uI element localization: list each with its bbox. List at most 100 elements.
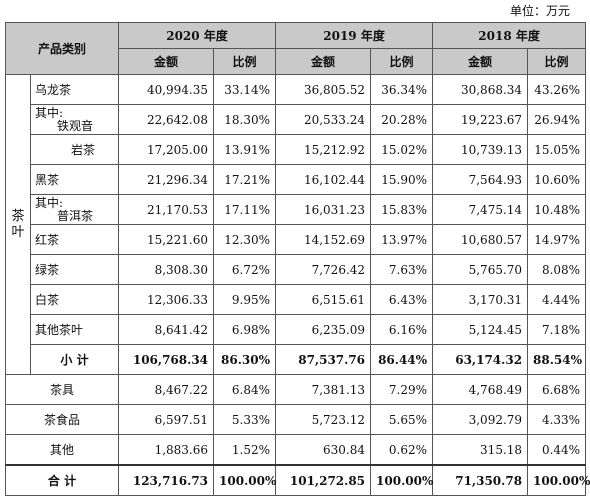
row-label: 茶食品 [4,404,120,435]
amount-cell: 5,723.12 [275,404,372,435]
ratio-cell: 4.44% [527,284,587,315]
amount-cell: 71,350.78 [432,464,529,496]
ratio-cell: 9.95% [213,284,277,315]
amount-cell: 123,716.73 [118,464,215,496]
header-ratio: 比例 [370,48,434,75]
ratio-cell: 6.43% [370,284,434,315]
ratio-cell: 0.44% [527,434,587,466]
ratio-cell: 18.30% [213,104,277,135]
ratio-cell: 5.65% [370,404,434,435]
ratio-cell: 15.90% [370,164,434,195]
amount-cell: 20,533.24 [275,104,372,135]
total-row: 合 计 123,716.73 100.00% 101,272.85 100.00% 71,… [4,464,590,496]
table-row: 白茶 12,306.33 9.95% 6,515.61 6.43% 3,170.31 4.4… [6,284,587,315]
row-label: 红茶 [29,224,120,255]
row-label: 绿茶 [29,254,120,285]
ratio-cell: 14.97% [527,224,587,255]
ratio-cell: 6.16% [370,314,434,345]
amount-cell: 40,994.35 [118,74,215,105]
row-label-name: 铁观音 [57,118,94,133]
ratio-cell: 6.68% [527,374,587,405]
row-label: 其中: 铁观音 [29,104,120,135]
ratio-cell: 36.34% [370,74,434,105]
amount-cell: 12,306.33 [118,284,215,315]
header-ratio: 比例 [527,48,587,75]
ratio-cell: 26.94% [527,104,587,135]
row-label: 黑茶 [29,164,120,195]
ratio-cell: 86.30% [213,344,277,375]
amount-cell: 17,205.00 [118,134,215,165]
table-row: 红茶 15,221.60 12.30% 14,152.69 13.97% 10,680.5… [6,224,587,255]
amount-cell: 6,235.09 [275,314,372,345]
row-label: 白茶 [29,284,120,315]
amount-cell: 15,221.60 [118,224,215,255]
amount-cell: 5,765.70 [432,254,529,285]
header-category: 产品类别 [4,22,120,75]
ratio-cell: 15.05% [527,134,587,165]
amount-cell: 10,739.13 [432,134,529,165]
amount-cell: 4,768.49 [432,374,529,405]
amount-cell: 14,152.69 [275,224,372,255]
ratio-cell: 0.62% [370,434,434,466]
header-year-2020: 2020 年度 [118,22,277,49]
amount-cell: 5,124.45 [432,314,529,345]
amount-cell: 63,174.32 [432,344,529,375]
table-row: 茶 叶 乌龙茶 40,994.35 33.14% 36,805.52 36.34% 30,8… [5,74,587,375]
ratio-cell: 20.28% [370,104,434,135]
subtotal-label: 小 计 [29,344,120,375]
ratio-cell: 8.08% [527,254,587,285]
ratio-cell: 100.00% [527,464,590,496]
amount-cell: 101,272.85 [275,464,372,496]
ratio-cell: 100.00% [370,464,433,496]
row-label-prefix: 其中: [35,195,64,210]
row-label: 其中: 普洱茶 [29,194,120,225]
ratio-cell: 88.54% [527,344,587,375]
total-label: 合 计 [4,464,120,496]
row-label: 岩茶 [29,134,120,165]
ratio-cell: 10.48% [527,194,587,225]
revenue-table: 产品类别 2020 年度 2019 年度 2018 年度 金额 比例 金额 比例… [4,22,590,496]
amount-cell: 7,381.13 [275,374,372,405]
amount-cell: 22,642.08 [118,104,215,135]
table-row: 岩茶 17,205.00 13.91% 15,212.92 15.02% 10,739.1… [6,134,587,165]
tea-group-text: 茶 叶 [11,208,25,240]
subtotal-row: 小 计 106,768.34 86.30% 87,537.76 86.44% 63,174… [6,344,587,375]
amount-cell: 3,092.79 [432,404,529,435]
table-row: 绿茶 8,308.30 6.72% 7,726.42 7.63% 5,765.70 8.08… [6,254,587,285]
amount-cell: 7,475.14 [432,194,529,225]
table-row: 其中: 铁观音 22,642.08 18.30% 20,533.24 20.28% 19,2… [6,104,587,135]
ratio-cell: 7.18% [527,314,587,345]
row-label: 茶具 [4,374,120,405]
amount-cell: 8,467.22 [118,374,215,405]
amount-cell: 6,515.61 [275,284,372,315]
amount-cell: 10,680.57 [432,224,529,255]
unit-label: 单位：万元 [509,4,570,18]
ratio-cell: 7.63% [370,254,434,285]
ratio-cell: 15.02% [370,134,434,165]
amount-cell: 1,883.66 [118,434,215,466]
table-row: 黑茶 21,296.34 17.21% 16,102.44 15.90% 7,564.93… [6,164,587,195]
amount-cell: 630.84 [275,434,372,466]
ratio-cell: 100.00% [213,464,276,496]
amount-cell: 21,296.34 [118,164,215,195]
amount-cell: 87,537.76 [275,344,372,375]
amount-cell: 8,308.30 [118,254,215,285]
header-year-2019: 2019 年度 [275,22,434,49]
amount-cell: 8,641.42 [118,314,215,345]
amount-cell: 19,223.67 [432,104,529,135]
amount-cell: 30,868.34 [432,74,529,105]
ratio-cell: 5.33% [213,404,277,435]
ratio-cell: 43.26% [527,74,587,105]
amount-cell: 3,170.31 [432,284,529,315]
amount-cell: 15,212.92 [275,134,372,165]
tea-group-label: 茶 叶 [5,74,31,375]
ratio-cell: 13.97% [370,224,434,255]
header-year-2018: 2018 年度 [432,22,587,49]
header-amount: 金额 [118,48,215,75]
header-amount: 金额 [432,48,529,75]
ratio-cell: 17.11% [213,194,277,225]
table-row: 其他茶叶 8,641.42 6.98% 6,235.09 6.16% 5,124.45 7.… [6,314,587,345]
amount-cell: 16,031.23 [275,194,372,225]
ratio-cell: 6.98% [213,314,277,345]
ratio-cell: 33.14% [213,74,277,105]
